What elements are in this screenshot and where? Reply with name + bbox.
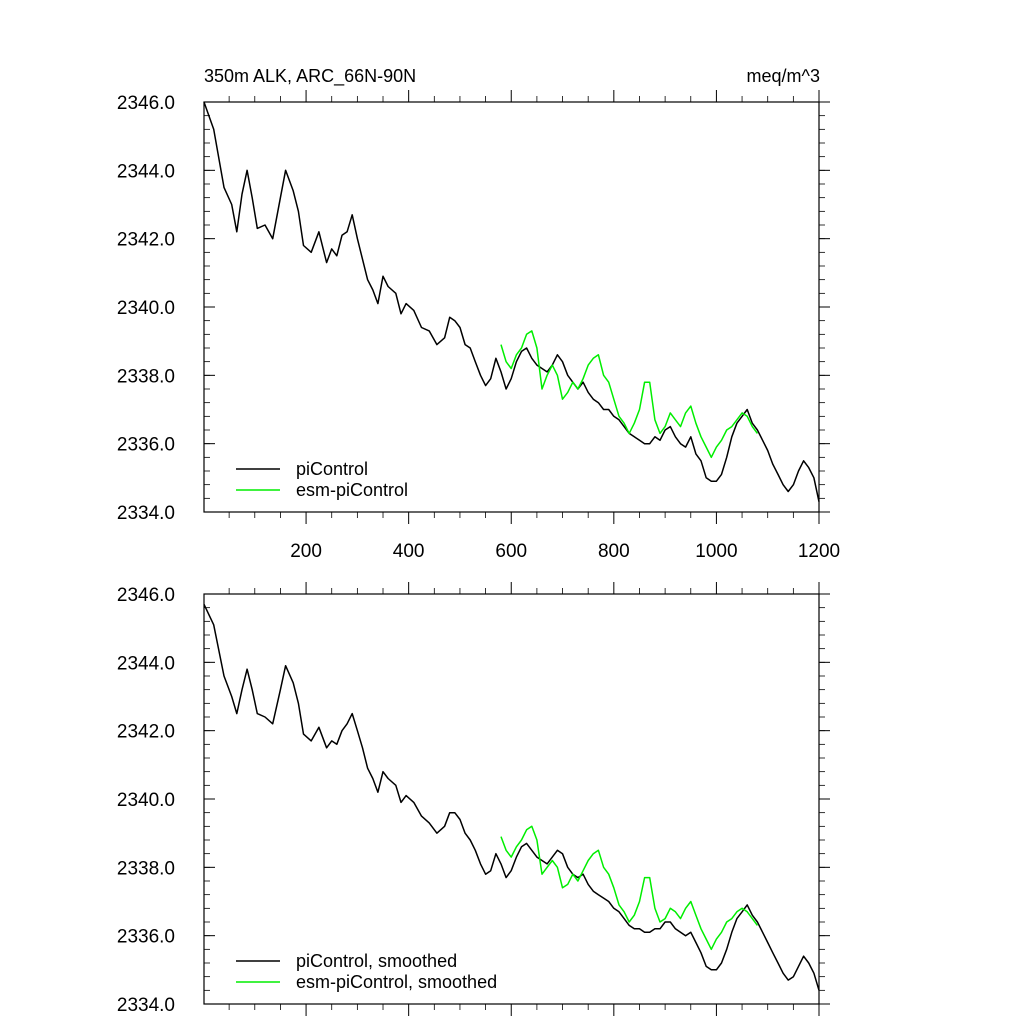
plot-frame: [203, 593, 820, 1005]
y-tick-label: 2344.0: [117, 161, 175, 182]
series-layer: [203, 603, 820, 991]
legend-label-picontrol: piControl: [296, 459, 368, 479]
legend: piControl esm-piControl: [236, 459, 408, 500]
y-tick-label: 2342.0: [117, 722, 175, 743]
y-tick-label: 2342.0: [117, 230, 175, 251]
y-tick-label: 2340.0: [117, 790, 175, 811]
y-tick-label: 2334.0: [117, 995, 175, 1016]
y-tick-label: 2338.0: [117, 366, 175, 387]
y-axis-tick-labels: 2334.0 2336.0 2338.0 2340.0 2342.0 2344.0 2346…: [117, 585, 175, 1016]
panel-title: 350m ALK, ARC_66N-90N: [204, 66, 416, 87]
series-line-esm-picontrol: [500, 330, 759, 459]
top-panel: 350m ALK, ARC_66N-90N meq/m^3 2334.0 2336…: [117, 66, 840, 562]
series-line-picontrol: [203, 101, 820, 502]
y-tick-label: 2346.0: [117, 93, 175, 114]
x-tick-label: 400: [393, 541, 425, 562]
x-tick-label: 1200: [798, 541, 840, 562]
legend-label-esm-picontrol: esm-piControl: [296, 480, 408, 500]
legend: piControl, smoothed esm-piControl, smoot…: [236, 951, 497, 992]
y-tick-label: 2340.0: [117, 298, 175, 319]
y-tick-label: 2338.0: [117, 858, 175, 879]
bottom-panel: 2334.0 2336.0 2338.0 2340.0 2342.0 2344.0 2346…: [117, 582, 830, 1016]
plot-frame: [203, 101, 820, 513]
y-tick-label: 2334.0: [117, 503, 175, 524]
x-tick-label: 1000: [695, 541, 737, 562]
x-tick-label: 800: [598, 541, 630, 562]
x-tick-label: 200: [290, 541, 322, 562]
x-axis-tick-labels: 200 400 600 800 1000 1200: [290, 541, 840, 562]
x-tick-label: 600: [495, 541, 527, 562]
y-tick-label: 2336.0: [117, 435, 175, 456]
series-line-picontrol-smoothed: [203, 603, 820, 991]
y-tick-label: 2346.0: [117, 585, 175, 606]
y-axis-tick-labels: 2334.0 2336.0 2338.0 2340.0 2342.0 2344.0 2346…: [117, 93, 175, 524]
y-tick-label: 2344.0: [117, 653, 175, 674]
series-layer: [203, 101, 820, 502]
legend-label-esm-picontrol-smoothed: esm-piControl, smoothed: [296, 972, 497, 992]
y-tick-label: 2336.0: [117, 927, 175, 948]
legend-label-picontrol-smoothed: piControl, smoothed: [296, 951, 457, 971]
panel-units: meq/m^3: [747, 66, 820, 86]
series-line-esm-picontrol-smoothed: [500, 825, 759, 951]
